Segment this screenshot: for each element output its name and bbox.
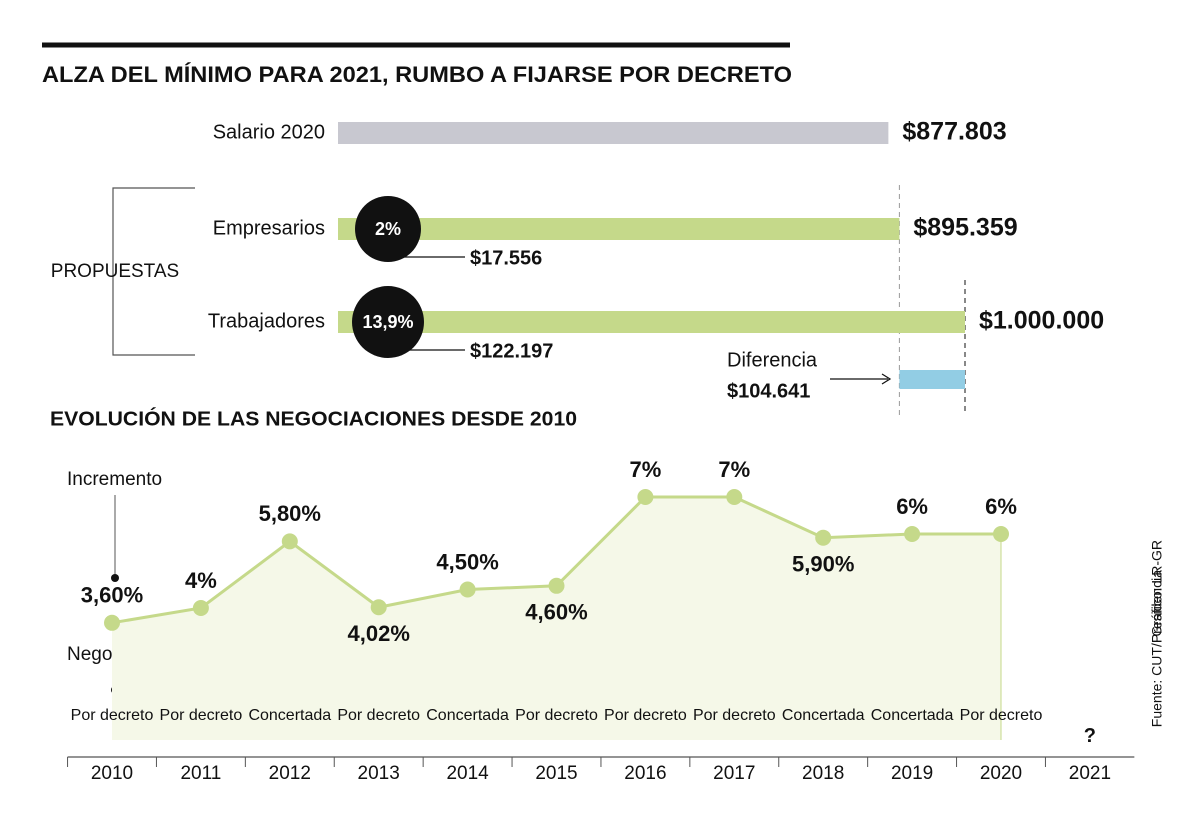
badge xyxy=(355,196,421,262)
point xyxy=(281,533,298,550)
category-label: Trabajadores xyxy=(208,310,325,332)
credit: Gráfico: LR-GR xyxy=(1149,540,1165,636)
bracket xyxy=(112,187,195,356)
point xyxy=(815,529,832,546)
negotiation-label: Por decreto xyxy=(959,707,1043,724)
point xyxy=(993,526,1009,542)
x-tick-label: 2013 xyxy=(358,763,400,784)
negotiation-label: Concertada xyxy=(870,707,954,724)
value-label: 4,50% xyxy=(436,549,498,574)
value-label: $877.803 xyxy=(902,118,1006,146)
amount-label: $17.556 xyxy=(470,247,542,269)
point xyxy=(370,599,387,616)
negotiation-label: Concertada xyxy=(248,707,332,724)
x-tick-label: 2018 xyxy=(802,763,844,784)
negotiation-label: ? xyxy=(1083,725,1096,747)
value-label: 4,60% xyxy=(525,600,587,625)
value-label: 7% xyxy=(718,457,750,482)
value-label: $895.359 xyxy=(913,214,1017,242)
badge-label: 13,9% xyxy=(362,312,413,332)
x-tick-label: 2021 xyxy=(1069,763,1111,784)
negotiation-label: Por decreto xyxy=(692,707,776,724)
point xyxy=(904,526,921,542)
x-tick-label: 2015 xyxy=(535,763,577,784)
value-label: 7% xyxy=(630,457,662,482)
bar xyxy=(338,218,900,240)
negotiation-label: Concertada xyxy=(426,707,509,724)
value-label: 3,60% xyxy=(81,583,143,608)
point xyxy=(192,600,209,616)
area xyxy=(112,497,1001,740)
negotiation-label: Por decreto xyxy=(70,707,154,724)
bar xyxy=(338,122,889,144)
point xyxy=(637,489,654,505)
point xyxy=(104,614,120,631)
group-label: PROPUESTAS xyxy=(51,261,179,282)
arrow-head xyxy=(881,373,892,385)
guide-dot xyxy=(111,574,119,582)
leader xyxy=(397,256,465,258)
category-label: Empresarios xyxy=(213,217,325,239)
difference-title: Diferencia xyxy=(727,349,818,371)
bar xyxy=(338,311,965,333)
value-label: $1.000.000 xyxy=(979,307,1104,335)
axis-label: Incremento xyxy=(67,469,162,490)
negotiation-label: Por decreto xyxy=(604,707,687,724)
chart-title: ALZA DEL MÍNIMO PARA 2021, RUMBO A FIJAR… xyxy=(42,62,792,87)
value-label: 4% xyxy=(185,568,217,593)
point xyxy=(459,581,476,598)
x-tick-label: 2019 xyxy=(891,763,933,784)
value-label: 4,02% xyxy=(348,621,410,646)
x-tick-label: 2016 xyxy=(624,763,666,784)
difference-label: $104.641 xyxy=(727,380,810,402)
x-tick-label: 2012 xyxy=(269,763,311,784)
value-label: 6% xyxy=(985,494,1017,519)
value-label: 5,80% xyxy=(259,501,321,526)
negotiation-label: Por decreto xyxy=(515,707,598,724)
negotiation-label: Por decreto xyxy=(159,707,243,724)
credit: Fuente: CUT/Presidencia xyxy=(1149,570,1165,727)
chart-title: EVOLUCIÓN DE LAS NEGOCIACIONES DESDE 201… xyxy=(50,406,577,430)
negotiation-label: Por decreto xyxy=(337,707,421,724)
value-label: 5,90% xyxy=(792,552,854,577)
badge-label: 2% xyxy=(375,219,401,239)
x-tick-label: 2010 xyxy=(91,763,133,784)
value-label: 6% xyxy=(896,494,928,519)
x-tick-label: 2017 xyxy=(713,763,755,784)
badge xyxy=(352,286,424,358)
negotiation-label: Concertada xyxy=(781,707,865,724)
x-tick-label: 2014 xyxy=(446,763,489,784)
point xyxy=(548,577,565,594)
x-tick-label: 2020 xyxy=(980,763,1022,784)
amount-label: $122.197 xyxy=(470,340,553,362)
point xyxy=(726,489,743,505)
x-tick-label: 2011 xyxy=(180,763,221,784)
category-label: Salario 2020 xyxy=(213,121,325,143)
difference-bar xyxy=(899,370,965,389)
